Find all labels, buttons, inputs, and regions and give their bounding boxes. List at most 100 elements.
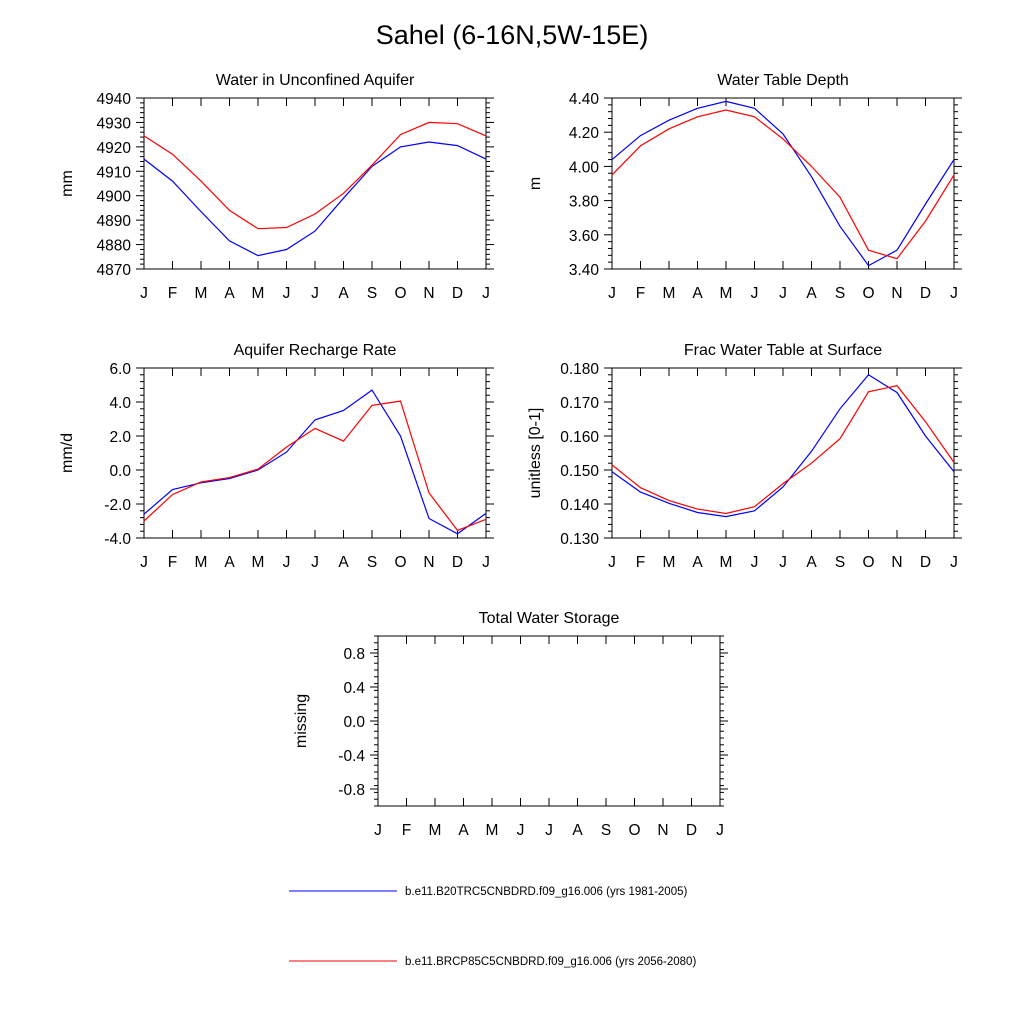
x-tick-label: A — [806, 554, 817, 571]
x-tick-label: N — [657, 822, 668, 839]
y-tick-label: -4.0 — [104, 531, 131, 548]
y-tick-label: 4900 — [97, 189, 132, 206]
series-line-rcp85 — [611, 385, 955, 515]
y-tick-label: 4890 — [97, 213, 132, 230]
x-tick-label: J — [779, 285, 787, 302]
x-tick-label: D — [920, 285, 931, 302]
y-tick-label: 4870 — [97, 262, 132, 279]
x-tick-label: O — [394, 554, 406, 571]
y-tick-label: 3.60 — [569, 228, 600, 245]
y-tick-label: 4.20 — [569, 125, 600, 142]
x-tick-label: J — [751, 554, 759, 571]
y-tick-label: 0.180 — [560, 361, 599, 378]
y-tick-label: 0.150 — [560, 463, 599, 480]
series-line-historical — [611, 374, 955, 518]
y-tick-label: 2.0 — [109, 429, 131, 446]
chart-title: Water in Unconfined Aquifer — [216, 72, 415, 89]
x-tick-label: M — [195, 554, 208, 571]
x-tick-label: J — [779, 554, 787, 571]
x-tick-label: S — [367, 285, 377, 302]
series-line-historical — [611, 100, 955, 267]
x-tick-label: J — [482, 285, 490, 302]
x-tick-label: A — [692, 554, 703, 571]
x-tick-label: M — [663, 285, 676, 302]
x-tick-label: J — [545, 822, 553, 839]
x-tick-label: O — [862, 554, 874, 571]
x-tick-label: D — [452, 285, 463, 302]
x-tick-label: M — [252, 554, 265, 571]
x-tick-label: S — [601, 822, 611, 839]
x-tick-label: A — [806, 285, 817, 302]
x-tick-label: F — [402, 822, 411, 839]
legend-label-historical: b.e11.B20TRC5CNBDRD.f09_g16.006 (yrs 198… — [405, 886, 687, 898]
x-tick-label: M — [429, 822, 442, 839]
x-tick-label: M — [720, 554, 733, 571]
x-tick-label: D — [452, 554, 463, 571]
x-tick-label: M — [720, 285, 733, 302]
x-tick-label: J — [517, 822, 525, 839]
x-tick-label: N — [423, 554, 434, 571]
y-tick-label: 0.130 — [560, 531, 599, 548]
x-tick-label: D — [686, 822, 697, 839]
y-tick-label: 0.0 — [343, 714, 365, 731]
chart-title: Frac Water Table at Surface — [684, 342, 882, 359]
x-tick-label: A — [224, 554, 235, 571]
y-tick-label: 0.160 — [560, 429, 599, 446]
x-tick-label: J — [608, 554, 616, 571]
x-tick-label: J — [283, 554, 291, 571]
x-tick-label: F — [168, 554, 177, 571]
y-tick-label: 4910 — [97, 164, 132, 181]
x-tick-label: J — [311, 285, 319, 302]
x-tick-label: F — [168, 285, 177, 302]
y-tick-label: -2.0 — [104, 497, 131, 514]
x-tick-label: J — [140, 285, 148, 302]
y-axis-label: mm/d — [59, 433, 76, 473]
x-tick-label: J — [950, 285, 958, 302]
chart-title: Aquifer Recharge Rate — [234, 342, 397, 359]
chart-title: Water Table Depth — [717, 72, 849, 89]
x-tick-label: O — [394, 285, 406, 302]
x-tick-label: N — [891, 554, 902, 571]
x-tick-label: J — [311, 554, 319, 571]
legend: b.e11.B20TRC5CNBDRD.f09_g16.006 (yrs 198… — [289, 886, 696, 968]
x-tick-label: J — [716, 822, 724, 839]
x-tick-label: N — [423, 285, 434, 302]
x-tick-label: M — [195, 285, 208, 302]
x-tick-label: A — [692, 285, 703, 302]
series-line-rcp85 — [143, 400, 487, 532]
y-tick-label: 4.40 — [569, 91, 600, 108]
y-tick-label: 3.80 — [569, 194, 600, 211]
chart-title: Total Water Storage — [479, 610, 620, 627]
y-tick-label: 6.0 — [109, 361, 131, 378]
y-tick-label: 0.8 — [343, 646, 365, 663]
x-tick-label: J — [374, 822, 382, 839]
x-tick-label: J — [482, 554, 490, 571]
y-tick-label: 4920 — [97, 140, 132, 157]
y-tick-label: 4.0 — [109, 395, 131, 412]
x-tick-label: F — [636, 554, 645, 571]
x-tick-label: J — [751, 285, 759, 302]
legend-label-rcp85: b.e11.BRCP85C5CNBDRD.f09_g16.006 (yrs 20… — [405, 956, 696, 968]
x-tick-label: A — [572, 822, 583, 839]
x-tick-label: A — [338, 285, 349, 302]
x-tick-label: N — [891, 285, 902, 302]
y-tick-label: 4930 — [97, 115, 132, 132]
y-tick-label: 0.0 — [109, 463, 131, 480]
x-tick-label: F — [636, 285, 645, 302]
x-tick-label: J — [608, 285, 616, 302]
x-tick-label: S — [835, 554, 845, 571]
y-tick-label: 4880 — [97, 238, 132, 255]
series-line-historical — [143, 389, 487, 535]
x-tick-label: S — [835, 285, 845, 302]
y-axis-label: unitless [0-1] — [527, 408, 544, 499]
y-axis-label: mm — [59, 170, 76, 197]
y-tick-label: 4940 — [97, 91, 132, 108]
y-tick-label: -0.8 — [338, 782, 365, 799]
y-tick-label: 0.140 — [560, 497, 599, 514]
plot-frame — [143, 367, 487, 539]
x-tick-label: O — [628, 822, 640, 839]
